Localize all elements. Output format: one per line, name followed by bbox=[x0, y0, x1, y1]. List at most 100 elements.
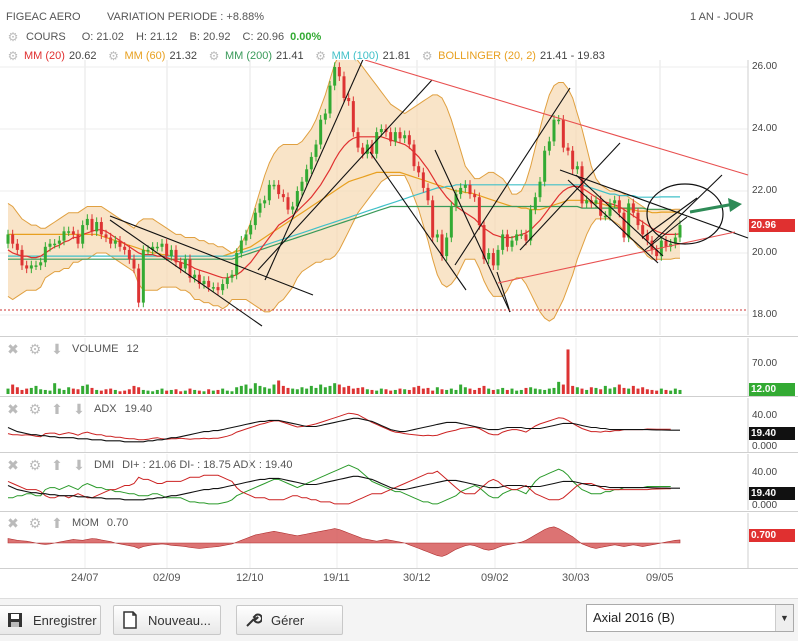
volume-bar bbox=[505, 389, 509, 394]
dmi-chart[interactable] bbox=[0, 454, 798, 510]
gear-icon[interactable]: ⚙ bbox=[7, 30, 19, 44]
layout-select-value: Axial 2016 (B) bbox=[593, 610, 675, 625]
volume-bar bbox=[468, 388, 472, 394]
arrow-up-icon[interactable]: ⬆ bbox=[51, 515, 63, 531]
period-label[interactable]: 1 AN - JOUR bbox=[690, 11, 754, 23]
candle bbox=[538, 181, 542, 198]
volume-bar bbox=[370, 389, 374, 394]
volume-bar bbox=[95, 389, 99, 394]
legend-cours: COURS bbox=[26, 31, 66, 43]
volume-bar bbox=[421, 388, 425, 394]
gear-icon[interactable]: ⚙ bbox=[108, 49, 119, 63]
candle bbox=[617, 200, 621, 213]
chevron-down-icon[interactable]: ▼ bbox=[775, 605, 793, 631]
candle bbox=[449, 206, 453, 238]
candle bbox=[277, 184, 281, 195]
arrow-down-icon[interactable]: ⬇ bbox=[51, 341, 63, 357]
volume-bar bbox=[342, 387, 346, 394]
volume-bar bbox=[627, 388, 631, 394]
volume-bar bbox=[603, 385, 607, 394]
volume-bar bbox=[655, 390, 659, 394]
legend-mm100: MM (100) bbox=[331, 50, 379, 62]
adx-value: 19.40 bbox=[124, 403, 153, 415]
manage-button[interactable]: Gérer bbox=[236, 605, 343, 635]
adx-chart[interactable] bbox=[0, 398, 798, 452]
candle bbox=[81, 225, 85, 244]
close-icon[interactable]: ✖ bbox=[7, 341, 19, 357]
candle bbox=[389, 132, 393, 142]
gear-icon[interactable]: ⚙ bbox=[28, 341, 42, 357]
volume-bar bbox=[412, 387, 416, 394]
close-icon[interactable]: ✖ bbox=[7, 401, 19, 417]
gear-icon[interactable]: ⚙ bbox=[7, 49, 19, 63]
layout-select[interactable]: Axial 2016 (B) ▼ bbox=[586, 604, 794, 632]
mom-chart[interactable] bbox=[0, 513, 798, 568]
volume-bar bbox=[566, 349, 570, 394]
save-button[interactable]: Enregistrer bbox=[0, 605, 101, 635]
volume-value: 12 bbox=[126, 343, 139, 355]
candle bbox=[501, 234, 505, 250]
arrow-up-icon[interactable]: ⬆ bbox=[51, 401, 63, 417]
volume-bar bbox=[538, 389, 542, 394]
gear-icon[interactable]: ⚙ bbox=[208, 49, 220, 63]
candle bbox=[403, 135, 407, 139]
volume-bar bbox=[608, 388, 612, 394]
candle bbox=[571, 150, 575, 170]
volume-bar bbox=[207, 389, 211, 394]
gear-icon[interactable]: ⚙ bbox=[28, 401, 42, 417]
manage-label: Gérer bbox=[271, 612, 305, 628]
candle bbox=[253, 212, 257, 226]
candle bbox=[53, 243, 57, 246]
volume-bar bbox=[81, 385, 85, 394]
candle bbox=[552, 119, 556, 142]
legend-low: B: 20.92 bbox=[189, 31, 231, 43]
volume-bar bbox=[664, 389, 668, 394]
arrow-down-icon[interactable]: ⬇ bbox=[73, 457, 85, 473]
candle bbox=[468, 184, 472, 195]
legend-mm200-val: 21.41 bbox=[276, 50, 304, 62]
volume-bar bbox=[445, 389, 449, 394]
volume-bar bbox=[650, 389, 654, 394]
volume-bar bbox=[543, 389, 547, 394]
candle bbox=[543, 150, 547, 182]
volume-bar bbox=[622, 387, 626, 394]
gear-icon[interactable]: ⚙ bbox=[315, 49, 326, 63]
volume-bar bbox=[491, 389, 495, 394]
legend-mm20-val: 20.62 bbox=[68, 50, 97, 62]
price-chart[interactable] bbox=[0, 60, 798, 335]
trend-line bbox=[641, 197, 698, 239]
candle bbox=[85, 218, 89, 226]
candle bbox=[379, 129, 383, 133]
volume-bar bbox=[267, 388, 271, 394]
volume-bar bbox=[319, 384, 323, 394]
candle bbox=[15, 243, 19, 250]
volume-bar bbox=[48, 390, 52, 394]
gear-icon[interactable]: ⚙ bbox=[28, 457, 42, 473]
volume-chart[interactable] bbox=[0, 338, 798, 396]
candle bbox=[622, 212, 626, 238]
candle bbox=[95, 222, 99, 232]
adx-box: 19.40 bbox=[749, 427, 795, 440]
volume-bar bbox=[375, 390, 379, 394]
volume-bar bbox=[645, 389, 649, 394]
volume-bar bbox=[71, 388, 75, 394]
arrow-down-icon[interactable]: ⬇ bbox=[73, 401, 85, 417]
close-icon[interactable]: ✖ bbox=[7, 457, 19, 473]
trend-line bbox=[575, 174, 664, 257]
gear-icon[interactable]: ⚙ bbox=[421, 49, 433, 63]
new-label: Nouveau... bbox=[148, 612, 211, 628]
arrow-up-icon[interactable]: ⬆ bbox=[51, 457, 63, 473]
volume-bar bbox=[659, 388, 663, 394]
candle bbox=[155, 246, 159, 249]
close-icon[interactable]: ✖ bbox=[7, 515, 19, 531]
volume-bar bbox=[477, 387, 481, 394]
candle bbox=[631, 203, 635, 213]
price-tick-label: 20.00 bbox=[752, 247, 778, 258]
adx-label: ADX bbox=[94, 403, 117, 415]
candle bbox=[412, 144, 416, 167]
candle bbox=[347, 98, 351, 102]
candle bbox=[118, 240, 122, 247]
candle bbox=[351, 101, 355, 133]
new-button[interactable]: Nouveau... bbox=[113, 605, 221, 635]
gear-icon[interactable]: ⚙ bbox=[28, 515, 42, 531]
